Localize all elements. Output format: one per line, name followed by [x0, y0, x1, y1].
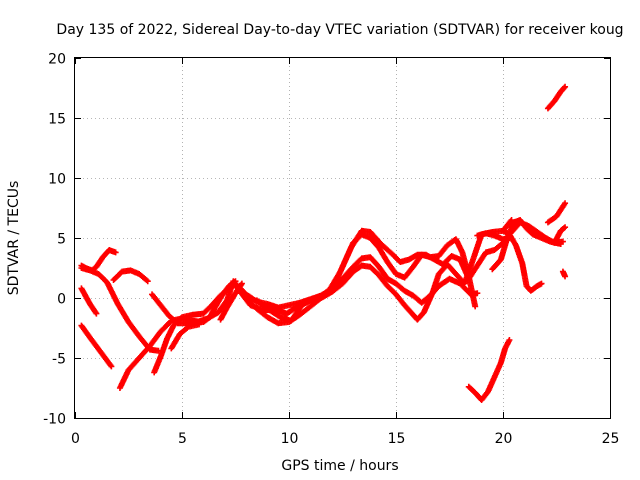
x-tick-label: 10 [281, 431, 299, 447]
y-tick-label: -5 [52, 352, 66, 368]
series-track-r [544, 200, 569, 226]
ticks [75, 58, 611, 419]
y-axis-label: SDTVAR / TECUs [6, 181, 22, 296]
series-track-e [78, 322, 115, 370]
data-point [561, 84, 568, 91]
series-track-v [465, 337, 513, 403]
series-track-u [544, 83, 569, 112]
series-track-p [500, 227, 545, 294]
plot-frame [74, 57, 611, 419]
x-tick-label: 5 [178, 431, 187, 447]
x-tick-label: 0 [71, 431, 80, 447]
data-point [562, 200, 569, 207]
y-tick-label: 5 [57, 232, 66, 248]
series-track-i [168, 321, 203, 352]
series-track-c [110, 267, 151, 285]
data-point [107, 362, 114, 369]
series-track-t [559, 268, 569, 280]
series-track-q [489, 217, 564, 273]
x-tick-label: 15 [388, 431, 406, 447]
data-point [474, 290, 481, 297]
data-point [472, 303, 479, 310]
data-point [557, 241, 564, 247]
data-point [562, 273, 569, 280]
y-tick-label: -10 [43, 412, 66, 428]
x-tick-label: 20 [495, 431, 513, 447]
data-point [506, 337, 513, 343]
tick-labels: 0 5 10 15 20 25 -10 -5 0 5 10 15 20 [43, 52, 619, 448]
data-point [562, 224, 569, 231]
data-points [78, 83, 569, 403]
x-tick-label: 25 [602, 431, 620, 447]
data-point [93, 310, 100, 317]
data-point [108, 363, 115, 370]
data-point [538, 280, 545, 287]
data-point [238, 280, 245, 287]
data-point [196, 321, 203, 328]
series-track-d [78, 285, 100, 317]
data-point [144, 278, 151, 285]
data-point [562, 83, 569, 90]
y-tick-label: 0 [57, 292, 66, 308]
data-point [560, 225, 567, 232]
series-track-g [151, 285, 233, 376]
series-track-s [551, 224, 569, 246]
y-tick-label: 15 [48, 112, 66, 128]
series-track-b [78, 265, 162, 354]
x-axis-label: GPS time / hours [281, 458, 398, 474]
data-point [112, 249, 119, 256]
chart-title: Day 135 of 2022, Sidereal Day-to-day VTE… [56, 22, 623, 38]
y-tick-label: 20 [48, 52, 66, 68]
y-tick-label: 10 [48, 172, 66, 188]
